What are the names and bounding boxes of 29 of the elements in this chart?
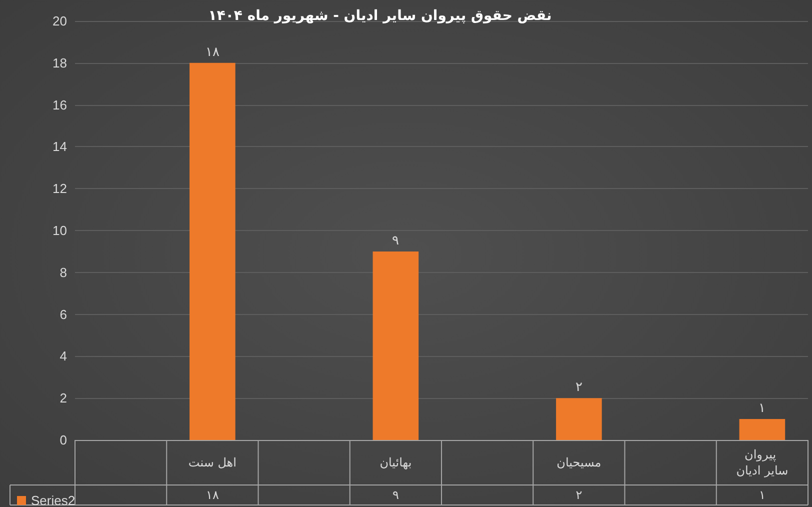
- y-tick-label: 0: [60, 432, 67, 448]
- chart-title: نقض حقوق پیروان سایر ادیان - شهریور ماه ۱۴۰۴: [208, 8, 552, 24]
- x-tick-label: اهل سنت: [188, 456, 236, 470]
- y-tick-label: 2: [60, 390, 67, 406]
- y-tick-label: 20: [52, 14, 67, 28]
- data-label: ۱۸: [206, 488, 220, 502]
- y-tick-label: 14: [52, 139, 67, 154]
- bar: [739, 419, 786, 440]
- y-tick-label: 10: [52, 223, 67, 238]
- x-tick-label: پیروان سایر ادیان: [736, 448, 788, 478]
- bar: [190, 62, 236, 440]
- x-tick-label: بهائیان: [380, 456, 412, 470]
- y-tick-label: 6: [60, 306, 67, 322]
- y-tick-label: 18: [52, 55, 67, 70]
- y-tick-label: 4: [60, 348, 67, 364]
- legend-label: Series2: [31, 493, 76, 507]
- data-label: ۱: [758, 488, 766, 502]
- bar: [556, 398, 602, 440]
- y-tick-label: 16: [52, 97, 67, 112]
- bar: [372, 251, 419, 440]
- x-tick-label: مسیحیان: [556, 456, 602, 470]
- y-tick-label: 8: [60, 264, 67, 280]
- text: ۲: [575, 379, 582, 394]
- text: ۱۸: [205, 44, 220, 59]
- data-label: ۹: [392, 488, 399, 502]
- data-label: ۲: [576, 488, 582, 502]
- text: ۱: [758, 400, 766, 416]
- text: ۹: [392, 232, 400, 248]
- y-tick-label: 12: [52, 181, 67, 196]
